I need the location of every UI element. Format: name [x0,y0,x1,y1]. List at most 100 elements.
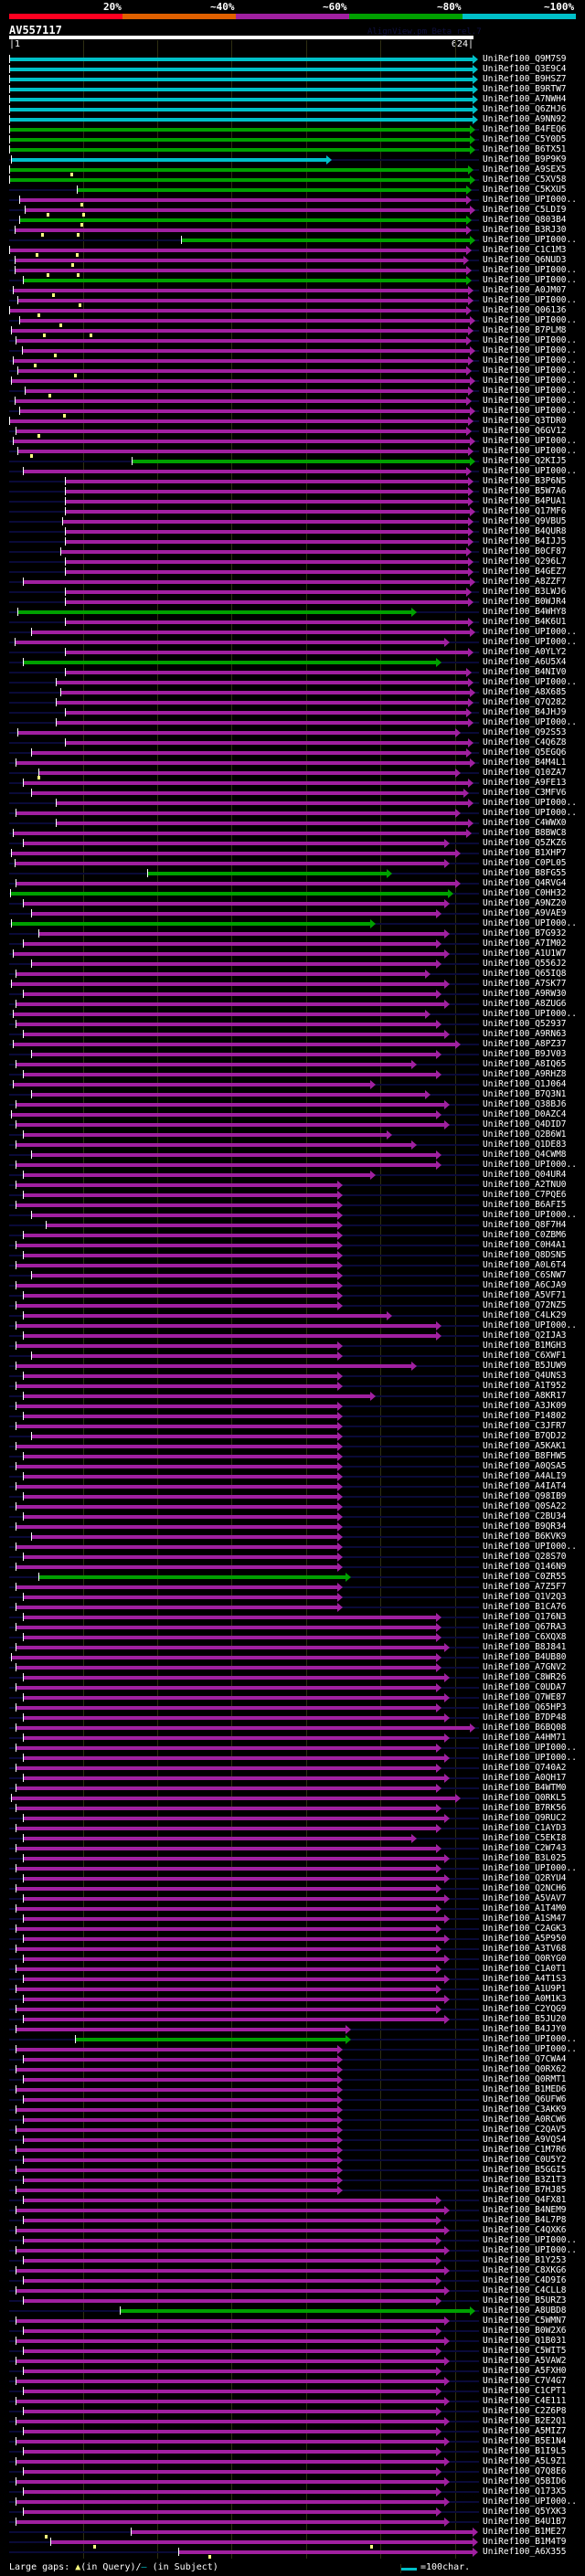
hit-label[interactable]: UniRef100_B1Y253 [483,2255,567,2265]
hit-label[interactable]: UniRef100_B4JJY0 [483,2024,567,2034]
hit-label[interactable]: UniRef100_C1AYD3 [483,1823,567,1833]
hit-label[interactable]: UniRef100_C1CPT1 [483,2386,567,2396]
hit-label[interactable]: UniRef100_Q5BID6 [483,2476,567,2486]
hit-label[interactable]: UniRef100_B8BWC8 [483,828,567,838]
hit-label[interactable]: UniRef100_B4QUR8 [483,526,567,536]
hit-label[interactable]: UniRef100_B7G932 [483,928,567,938]
hit-label[interactable]: UniRef100_C0U5Y2 [483,2155,567,2165]
hit-label[interactable]: UniRef100_B4U1B7 [483,2517,567,2527]
hit-label[interactable]: UniRef100_Q0RX62 [483,2064,567,2074]
hit-label[interactable]: UniRef100_A5VAW2 [483,2356,567,2366]
hit-label[interactable]: UniRef100_C1A0T1 [483,1964,567,1974]
hit-label[interactable]: UniRef100_B6KVK9 [483,1532,567,1542]
hit-label[interactable]: UniRef100_C4LK29 [483,1310,567,1320]
hit-label[interactable]: UniRef100_A7NWH4 [483,94,567,104]
hit-label[interactable]: UniRef100_Q9VBU5 [483,516,567,526]
hit-label[interactable]: UniRef100_B7QDJ2 [483,1431,567,1441]
hit-label[interactable]: UniRef100_A5L9Z1 [483,2456,567,2466]
hit-label[interactable]: UniRef100_A5VF71 [483,1290,567,1300]
hit-label[interactable]: UniRef100_Q92S53 [483,727,567,737]
hit-label[interactable]: UniRef100_P14802 [483,1411,567,1421]
hit-label[interactable]: UniRef100_A4T1S3 [483,1974,567,1984]
hit-label[interactable]: UniRef100_B1M4T9 [483,2537,567,2547]
hit-label[interactable]: UniRef100_Q2RYU4 [483,1873,567,1883]
hit-label[interactable]: UniRef100_Q6NUD3 [483,255,567,265]
hit-label[interactable]: UniRef100_UPI000.. [483,627,577,637]
hit-label[interactable]: UniRef100_A2TNU0 [483,1180,567,1190]
hit-label[interactable]: UniRef100_B4JHJ9 [483,707,567,717]
hit-label[interactable]: UniRef100_Q9M7S9 [483,54,567,64]
hit-label[interactable]: UniRef100_A6CJA9 [483,1280,567,1290]
hit-label[interactable]: UniRef100_UPI000.. [483,637,577,647]
hit-label[interactable]: UniRef100_Q67RA3 [483,1622,567,1632]
hit-label[interactable]: UniRef100_A7Z5F7 [483,1582,567,1592]
hit-label[interactable]: UniRef100_B0W2X6 [483,2326,567,2336]
hit-label[interactable]: UniRef100_UPI000.. [483,275,577,285]
hit-label[interactable]: UniRef100_A8IQ65 [483,1059,567,1069]
hit-label[interactable]: UniRef100_B7DP48 [483,1712,567,1723]
hit-label[interactable]: UniRef100_Q28S70 [483,1552,567,1562]
hit-label[interactable]: UniRef100_B4FEQ6 [483,124,567,134]
hit-label[interactable]: UniRef100_Q10ZA7 [483,768,567,778]
hit-label[interactable]: UniRef100_B1I9L5 [483,2446,567,2456]
hit-label[interactable]: UniRef100_A9SEX5 [483,164,567,175]
hit-label[interactable]: UniRef100_A0YLY2 [483,647,567,657]
hit-label[interactable]: UniRef100_C7PQE6 [483,1190,567,1200]
hit-label[interactable]: UniRef100_C4QXK6 [483,2225,567,2235]
hit-label[interactable]: UniRef100_B0CF87 [483,546,567,557]
hit-label[interactable]: UniRef100_Q8F7H4 [483,1220,567,1230]
hit-label[interactable]: UniRef100_C2YQG9 [483,2004,567,2014]
hit-label[interactable]: UniRef100_B8FHW5 [483,1451,567,1461]
hit-label[interactable]: UniRef100_Q1J064 [483,1079,567,1089]
hit-label[interactable]: UniRef100_Q173X5 [483,2486,567,2496]
hit-label[interactable]: UniRef100_B4WHY8 [483,607,567,617]
hit-label[interactable]: UniRef100_Q52937 [483,1019,567,1029]
hit-label[interactable]: UniRef100_A8KR17 [483,1391,567,1401]
hit-label[interactable]: UniRef100_C0ZBM6 [483,1230,567,1240]
hit-label[interactable]: UniRef100_Q65HP3 [483,1702,567,1712]
hit-label[interactable]: UniRef100_Q0RMT1 [483,2074,567,2084]
hit-label[interactable]: UniRef100_B4PUA1 [483,496,567,506]
hit-label[interactable]: UniRef100_C2BU34 [483,1511,567,1521]
hit-label[interactable]: UniRef100_A0JM07 [483,285,567,295]
hit-label[interactable]: UniRef100_A5VAV7 [483,1893,567,1903]
hit-label[interactable]: UniRef100_Q4RVG4 [483,878,567,888]
hit-label[interactable]: UniRef100_UPI000.. [483,808,577,818]
hit-label[interactable]: UniRef100_Q65IQ8 [483,969,567,979]
hit-label[interactable]: UniRef100_B7Q3N1 [483,1089,567,1099]
hit-label[interactable]: UniRef100_Q3E9C4 [483,64,567,74]
hit-label[interactable]: UniRef100_C0PL05 [483,858,567,868]
hit-label[interactable]: UniRef100_UPI000.. [483,315,577,325]
hit-label[interactable]: UniRef100_Q7CWA4 [483,2054,567,2064]
hit-label[interactable]: UniRef100_Q98IB9 [483,1491,567,1501]
hit-label[interactable]: UniRef100_Q6ZHJ6 [483,104,567,114]
hit-label[interactable]: UniRef100_A7GNV2 [483,1662,567,1672]
hit-label[interactable]: UniRef100_B1MGH3 [483,1341,567,1351]
hit-label[interactable]: UniRef100_B3RJ30 [483,225,567,235]
hit-label[interactable]: UniRef100_C2QAV5 [483,2125,567,2135]
hit-label[interactable]: UniRef100_UPI000.. [483,366,577,376]
hit-label[interactable]: UniRef100_A9NZ20 [483,898,567,908]
hit-label[interactable]: UniRef100_C0UDA7 [483,1682,567,1692]
hit-label[interactable]: UniRef100_B4NEM9 [483,2205,567,2215]
hit-label[interactable]: UniRef100_B9RTW7 [483,84,567,94]
hit-label[interactable]: UniRef100_A7IM02 [483,938,567,949]
hit-label[interactable]: UniRef100_Q06136 [483,305,567,315]
hit-label[interactable]: UniRef100_A0QH17 [483,1773,567,1783]
hit-label[interactable]: UniRef100_A4ALI9 [483,1471,567,1481]
hit-label[interactable]: UniRef100_A6U5X4 [483,657,567,667]
hit-label[interactable]: UniRef100_UPI000.. [483,677,577,687]
hit-label[interactable]: UniRef100_UPI000.. [483,376,577,386]
hit-label[interactable]: UniRef100_A0L6T4 [483,1260,567,1270]
hit-label[interactable]: UniRef100_UPI000.. [483,798,577,808]
hit-label[interactable]: UniRef100_A1T4M0 [483,1903,567,1913]
hit-label[interactable]: UniRef100_C5Y0D5 [483,134,567,144]
hit-label[interactable]: UniRef100_UPI000.. [483,235,577,245]
hit-label[interactable]: UniRef100_A1U1W7 [483,949,567,959]
hit-label[interactable]: UniRef100_C1M7R6 [483,2145,567,2155]
hit-label[interactable]: UniRef100_C5LDI9 [483,205,567,215]
hit-label[interactable]: UniRef100_C8WR26 [483,1672,567,1682]
hit-label[interactable]: UniRef100_A8ZZF7 [483,577,567,587]
hit-label[interactable]: UniRef100_Q2KIJ5 [483,456,567,466]
hit-label[interactable]: UniRef100_Q6UFW6 [483,2094,567,2104]
